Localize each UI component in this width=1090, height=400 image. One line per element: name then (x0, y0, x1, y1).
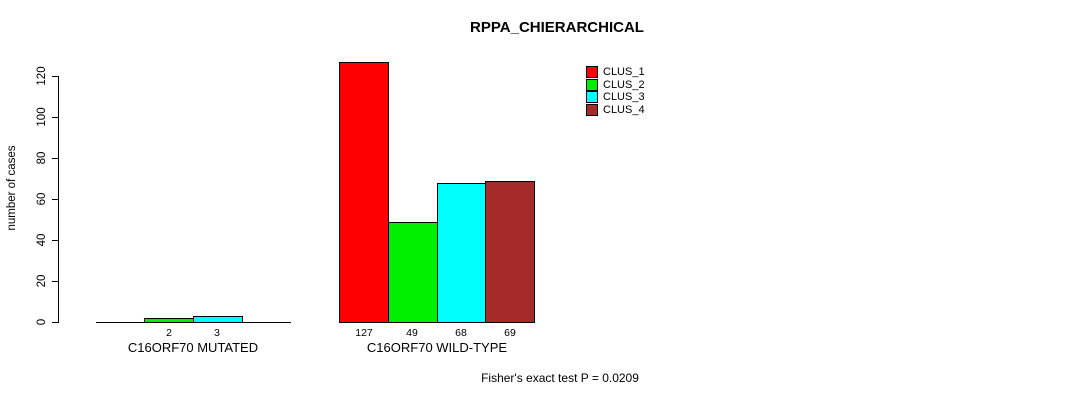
y-axis-tick (52, 117, 58, 118)
chart-title: RPPA_CHIERARCHICAL (470, 19, 644, 36)
group-label: C16ORF70 MUTATED (127, 340, 259, 355)
legend-swatch (586, 79, 598, 91)
legend-swatch (586, 66, 598, 78)
legend-swatch (586, 91, 598, 103)
bar-value-label: 2 (166, 327, 172, 339)
y-axis-tick (52, 158, 58, 159)
y-tick-label: 80 (36, 151, 48, 165)
group-label: C16ORF70 WILD-TYPE (366, 340, 508, 355)
y-tick-label: 60 (36, 192, 48, 206)
fisher-test-annotation: Fisher's exact test P = 0.0209 (481, 371, 639, 385)
bar-clus_1 (339, 62, 389, 323)
y-tick-label: 120 (36, 66, 48, 86)
bar-clus_3 (193, 316, 243, 323)
legend-label: CLUS_3 (603, 91, 645, 103)
y-axis-line (58, 76, 59, 323)
y-axis-tick (52, 76, 58, 77)
bar-value-label: 68 (455, 327, 467, 339)
y-axis-tick (52, 322, 58, 323)
legend-label: CLUS_4 (603, 104, 645, 116)
bar-clus_4 (485, 181, 535, 323)
bar-clus_2 (144, 318, 194, 323)
bar-value-label: 49 (406, 327, 418, 339)
legend-label: CLUS_1 (603, 66, 645, 78)
bar-value-label: 69 (504, 327, 516, 339)
y-tick-label: 20 (36, 274, 48, 288)
bar-value-label: 127 (355, 327, 373, 339)
y-axis-tick (52, 199, 58, 200)
y-axis-label: number of cases (6, 145, 18, 231)
bar-clus_3 (437, 183, 486, 323)
y-tick-label: 100 (36, 107, 48, 127)
y-tick-label: 0 (36, 318, 48, 326)
bar-value-label: 3 (214, 327, 220, 339)
y-axis-tick (52, 240, 58, 241)
y-axis-tick (52, 281, 58, 282)
legend-label: CLUS_2 (603, 79, 645, 91)
y-tick-label: 40 (36, 233, 48, 247)
legend-swatch (586, 104, 598, 116)
bar-clus_2 (388, 222, 438, 323)
